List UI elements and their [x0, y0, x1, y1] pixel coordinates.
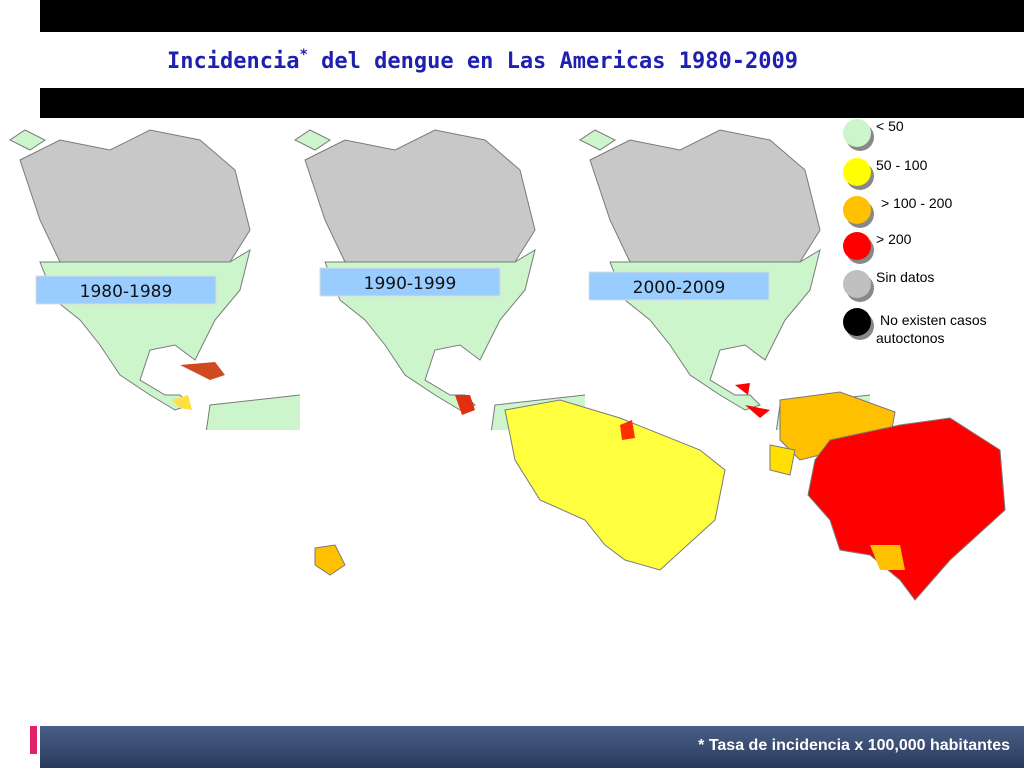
legend-swatch — [843, 119, 871, 147]
panel-label: 2000-2009 — [633, 278, 726, 298]
legend-label-line: No existen casos — [880, 312, 987, 328]
title: Incidencia* del dengue en Las Americas 1… — [167, 47, 798, 74]
panel-label: 1990-1999 — [364, 274, 457, 294]
footnote: * Tasa de incidencia x 100,000 habitante… — [698, 737, 1010, 754]
title-rest: del dengue en Las Americas 1980-2009 — [308, 49, 798, 74]
legend-swatch — [843, 308, 871, 336]
legend-label: < 50 — [876, 118, 904, 134]
panel-label: 1980-1989 — [80, 282, 173, 302]
legend-swatch — [843, 158, 871, 186]
legend-label: > 100 - 200 — [881, 195, 952, 211]
map-1990 — [295, 130, 735, 700]
legend-label-line: autoctonos — [876, 330, 945, 346]
top-bar — [40, 0, 1024, 32]
legend-label: 50 - 100 — [876, 157, 928, 173]
legend-swatch — [843, 232, 871, 260]
title-mark: * — [299, 47, 307, 63]
accent — [30, 726, 37, 754]
title-main: Incidencia — [167, 49, 299, 74]
legend-swatch — [843, 270, 871, 298]
panel-label-box — [35, 275, 217, 305]
bar-icon — [22, 90, 39, 117]
legend: < 50 50 - 100 > 100 - 200 > 200 Sin datos No … — [843, 118, 987, 346]
legend-label: No existen casos autoctonos — [876, 312, 987, 346]
panel-label-box — [319, 267, 501, 297]
panel-label-box — [588, 271, 770, 301]
bottom-bar — [40, 726, 1024, 768]
legend-swatch — [843, 196, 871, 224]
panel-labels: 1980-1989 1990-1999 2000-2009 — [35, 267, 770, 305]
map-2000 — [580, 130, 1020, 700]
legend-label: > 200 — [876, 231, 912, 247]
title-bar — [40, 88, 1024, 118]
map-1980 — [10, 130, 450, 700]
legend-label: Sin datos — [876, 269, 934, 285]
